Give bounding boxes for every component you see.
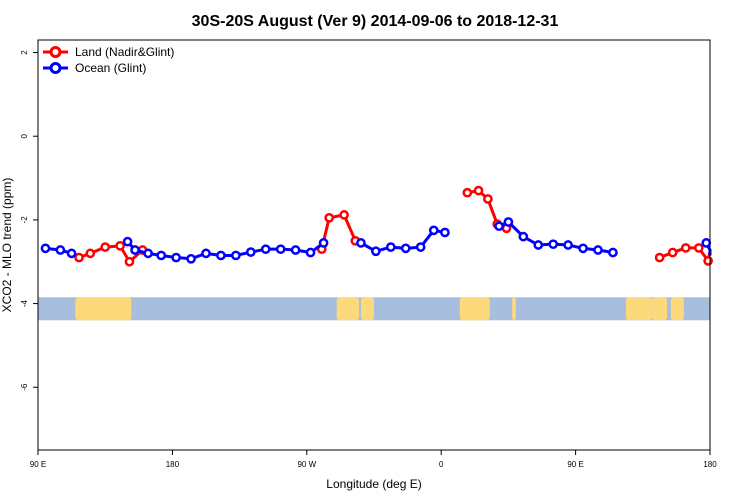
x-tick-label: 90 E [567, 460, 583, 469]
land-region [626, 297, 653, 321]
data-point [385, 242, 396, 252]
land-region [652, 297, 668, 321]
data-point [124, 256, 135, 267]
data-point [115, 240, 125, 251]
x-tick-label: 180 [166, 460, 180, 469]
series-ocean [40, 217, 712, 264]
axes [37, 39, 711, 451]
x-tick-label: 0 [439, 460, 444, 469]
x-tick-label: 180 [703, 460, 717, 469]
data-point [85, 248, 96, 259]
y-axis-label: XCO2 - MLO trend (ppm) [0, 178, 14, 313]
land-region [75, 297, 132, 321]
data-point [462, 187, 473, 198]
land-region [670, 297, 684, 321]
data-point [494, 221, 504, 232]
data-point [703, 256, 713, 266]
y-tick-label: -2 [20, 216, 29, 224]
data-point [473, 185, 484, 196]
y-tick-label: -4 [20, 299, 29, 307]
legend-marker-ocean [49, 62, 62, 74]
data-point [130, 245, 140, 255]
data-point [667, 247, 678, 258]
chart-title: 30S-20S August (Ver 9) 2014-09-06 to 201… [192, 13, 559, 30]
data-point [356, 238, 366, 248]
data-point [415, 242, 426, 252]
data-point [275, 244, 286, 255]
data-point [533, 240, 544, 250]
data-point [245, 247, 256, 257]
x-ticks: 90 E 180 90 W 0 90 E 180 [30, 450, 717, 469]
data-point [324, 212, 335, 223]
data-point [548, 239, 559, 250]
land-region [459, 297, 490, 321]
series-layer [40, 185, 713, 267]
plot-frame [37, 39, 711, 451]
data-point [305, 247, 316, 258]
data-point [55, 245, 66, 255]
data-point [440, 227, 450, 238]
data-point [260, 244, 271, 255]
legend-label-land: Land (Nadir&Glint) [75, 45, 174, 59]
data-point [186, 253, 196, 264]
x-tick-label: 90 E [30, 460, 46, 469]
data-point [578, 243, 588, 254]
data-point [122, 236, 133, 247]
legend-marker-land [49, 46, 62, 58]
data-point [201, 248, 211, 259]
y-ticks: 2 0 -2 -4 -6 [20, 50, 38, 391]
data-point [518, 231, 529, 242]
y-tick-label: 0 [20, 133, 29, 138]
land-region [512, 297, 516, 321]
data-point [40, 243, 51, 254]
data-point [231, 250, 241, 261]
legend-label-ocean: Ocean (Glint) [75, 61, 146, 75]
data-point [654, 252, 665, 263]
data-point [143, 248, 153, 259]
y-tick-label: 2 [20, 50, 29, 55]
y-tick-label: -6 [20, 383, 29, 391]
data-point [608, 247, 618, 258]
data-point [400, 243, 411, 254]
land-region [336, 297, 360, 321]
data-point [318, 238, 329, 248]
data-point [680, 243, 691, 253]
data-point [156, 250, 167, 261]
legend-item-ocean: Ocean (Glint) [43, 61, 146, 75]
data-point [483, 194, 493, 204]
x-tick-label: 90 W [297, 460, 316, 469]
map-strip [38, 297, 710, 321]
data-point [216, 250, 226, 261]
x-axis-label: Longitude (deg E) [326, 477, 421, 491]
data-point [339, 210, 349, 220]
data-point [290, 245, 301, 255]
data-point [593, 245, 603, 255]
data-point [693, 243, 704, 253]
data-point [701, 238, 712, 248]
data-point [563, 240, 573, 250]
data-point [66, 248, 77, 259]
data-point [371, 246, 381, 257]
series-line [320, 213, 357, 250]
data-point [171, 252, 181, 263]
legend-item-land: Land (Nadir&Glint) [43, 45, 174, 59]
data-point [100, 242, 111, 252]
data-point [428, 225, 439, 236]
legend: Land (Nadir&Glint) Ocean (Glint) [43, 45, 174, 75]
data-point [74, 252, 84, 263]
land-region [360, 297, 374, 321]
data-point [503, 217, 514, 227]
